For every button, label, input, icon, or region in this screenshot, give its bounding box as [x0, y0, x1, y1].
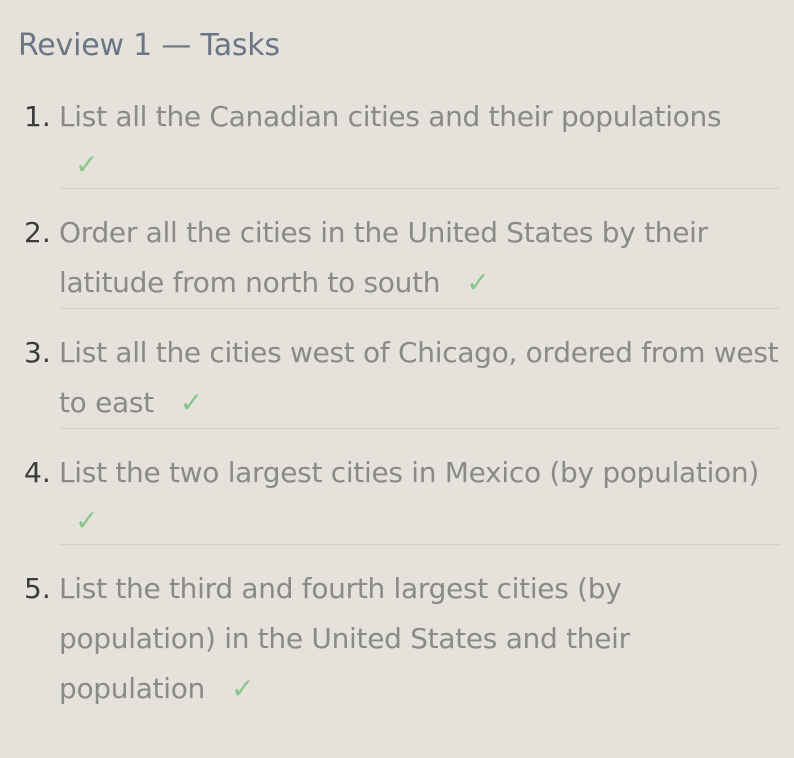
task-text: List the two largest cities in Mexico (b…: [59, 456, 759, 489]
task-text: List all the Canadian cities and their p…: [59, 100, 722, 133]
task-number: 2.: [24, 216, 51, 249]
task-content: List the two largest cities in Mexico (b…: [59, 448, 780, 545]
task-item-4: 4. List the two largest cities in Mexico…: [24, 440, 780, 556]
checkmark-icon: ✓: [75, 148, 99, 181]
task-text: Order all the cities in the United State…: [59, 216, 708, 299]
task-number: 5.: [24, 572, 51, 605]
checkmark-icon: ✓: [466, 266, 490, 299]
task-list: 1. List all the Canadian cities and thei…: [18, 92, 794, 725]
checkmark-icon: ✓: [231, 672, 255, 705]
checkmark-icon: ✓: [179, 386, 204, 419]
task-content: List the third and fourth largest cities…: [59, 564, 780, 714]
task-text: List all the cities west of Chicago, ord…: [59, 336, 779, 419]
task-item-3: 3. List all the cities west of Chicago, …: [24, 320, 780, 440]
checkmark-icon: ✓: [75, 504, 99, 537]
page-title: Review 1 — Tasks: [18, 28, 280, 63]
task-number: 4.: [24, 456, 51, 489]
task-content: List all the cities west of Chicago, ord…: [59, 328, 780, 429]
task-number: 3.: [24, 336, 51, 369]
task-text: List the third and fourth largest cities…: [59, 572, 630, 705]
task-content: Order all the cities in the United State…: [59, 208, 780, 309]
task-item-5: 5. List the third and fourth largest cit…: [24, 556, 780, 725]
task-item-2: 2. Order all the cities in the United St…: [24, 200, 780, 320]
task-number: 1.: [24, 100, 51, 133]
task-content: List all the Canadian cities and their p…: [59, 92, 780, 189]
task-item-1: 1. List all the Canadian cities and thei…: [24, 92, 780, 200]
